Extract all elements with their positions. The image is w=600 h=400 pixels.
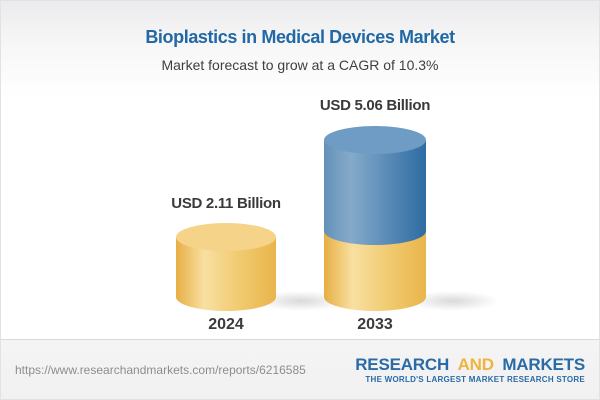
bar-chart-canvas <box>176 126 499 311</box>
value-label-2033: USD 5.06 Billion <box>319 97 431 114</box>
research-and-markets-logo: RESEARCH AND MARKETS THE WORLD'S LARGEST… <box>355 356 585 384</box>
logo-tagline: THE WORLD'S LARGEST MARKET RESEARCH STOR… <box>365 374 585 384</box>
logo-word-and: AND <box>457 354 494 374</box>
logo-wordmark: RESEARCH AND MARKETS <box>355 356 585 373</box>
bar-2033-blue-segment <box>324 140 426 245</box>
chart-title: Bioplastics in Medical Devices Market <box>145 27 455 47</box>
bar-2033-cylinder <box>324 126 426 311</box>
value-label-2024: USD 2.11 Billion <box>171 195 281 212</box>
footer-bar: https://www.researchandmarkets.com/repor… <box>1 339 599 399</box>
bar-2033-shadow <box>407 291 499 311</box>
x-axis-label-2024: 2024 <box>208 316 244 333</box>
report-url: https://www.researchandmarkets.com/repor… <box>15 362 306 377</box>
bar-2033-gold-segment <box>324 231 426 311</box>
logo-word-markets: MARKETS <box>502 354 585 374</box>
logo-word-research: RESEARCH <box>355 354 450 374</box>
bar-2024-cylinder <box>176 223 276 311</box>
chart-subtitle: Market forecast to grow at a CAGR of 10.… <box>161 57 439 73</box>
x-axis-label-2033: 2033 <box>357 316 393 333</box>
